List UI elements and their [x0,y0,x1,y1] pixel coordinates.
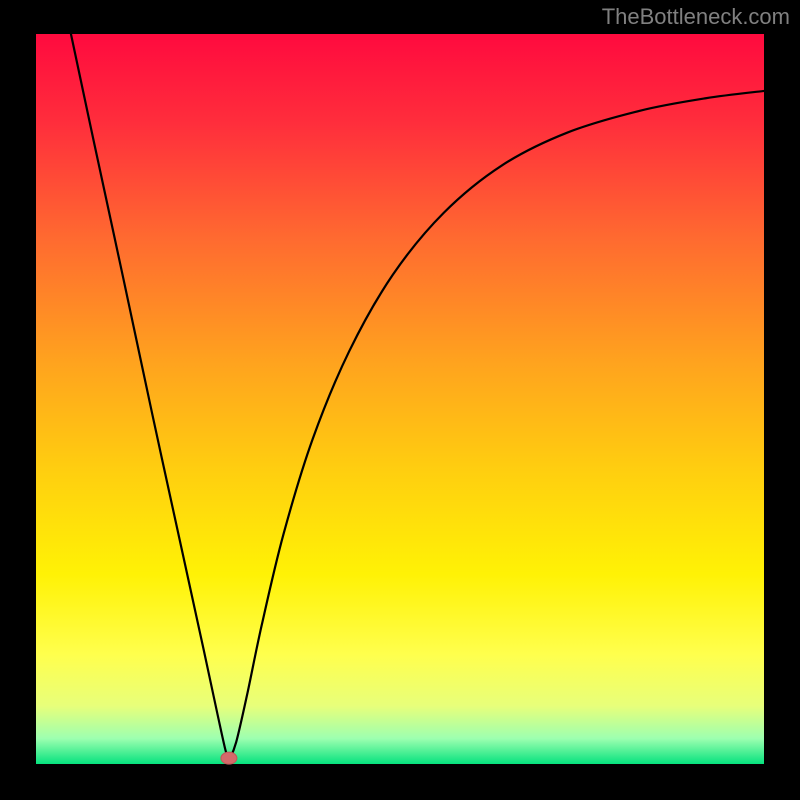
watermark-text: TheBottleneck.com [602,4,790,30]
plot-area [36,34,764,764]
optimal-point-marker [221,752,237,764]
bottleneck-chart [0,0,800,800]
chart-container: TheBottleneck.com [0,0,800,800]
